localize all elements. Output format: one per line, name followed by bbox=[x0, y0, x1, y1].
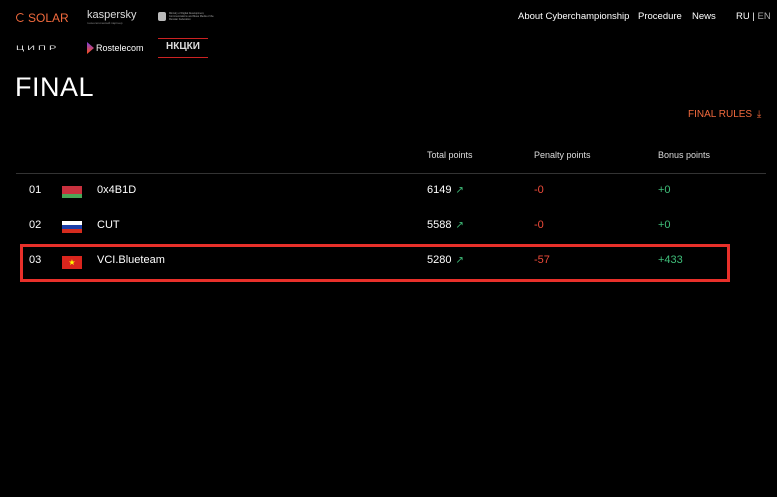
ministry-logo[interactable]: Ministry of Digital Development, Communi… bbox=[158, 12, 214, 21]
table-row: 02 CUT 5588 ↗ -0 +0 bbox=[0, 219, 777, 235]
solar-ring-icon bbox=[16, 13, 25, 22]
rostelecom-logo[interactable]: Rostelecom bbox=[87, 42, 144, 54]
header-divider bbox=[16, 173, 766, 174]
team-name[interactable]: 0x4B1D bbox=[97, 184, 137, 196]
kaspersky-logo[interactable]: kaspersky технологический партнер bbox=[87, 9, 137, 25]
bonus-points: +0 bbox=[658, 219, 671, 231]
penalty-points: -0 bbox=[534, 219, 544, 231]
download-icon: ⤓ bbox=[756, 109, 762, 120]
lang-ru[interactable]: RU bbox=[736, 11, 750, 22]
header-penalty: Penalty points bbox=[534, 150, 591, 160]
penalty-points: -0 bbox=[534, 184, 544, 196]
nav-procedure[interactable]: Procedure bbox=[638, 11, 682, 22]
solar-text: SOLAR bbox=[28, 11, 69, 25]
trend-up-icon: ↗ bbox=[455, 220, 464, 231]
page-title: FINAL bbox=[15, 72, 95, 102]
lang-en[interactable]: EN bbox=[757, 11, 771, 22]
team-name[interactable]: VCI.Blueteam bbox=[97, 254, 165, 266]
nav-news[interactable]: News bbox=[692, 11, 716, 22]
rank: 02 bbox=[29, 219, 42, 231]
rank: 03 bbox=[29, 254, 42, 266]
language-switcher: RU | EN bbox=[736, 11, 771, 22]
highlight-box bbox=[20, 244, 730, 282]
team-name[interactable]: CUT bbox=[97, 219, 120, 231]
trend-up-icon: ↗ bbox=[455, 255, 464, 266]
kaspersky-text: kaspersky bbox=[87, 9, 137, 21]
final-rules-text: FINAL RULES bbox=[688, 109, 753, 120]
rostelecom-icon bbox=[87, 42, 94, 54]
nkcki-logo[interactable]: НКЦКИ bbox=[158, 38, 208, 58]
flag-vietnam-icon: ★ bbox=[62, 256, 82, 269]
trend-up-icon: ↗ bbox=[455, 185, 464, 196]
bonus-points: +433 bbox=[658, 254, 683, 266]
solar-logo[interactable]: SOLAR bbox=[16, 11, 69, 25]
rostelecom-text: Rostelecom bbox=[96, 43, 144, 53]
cipr-logo[interactable]: ЦИПР bbox=[16, 44, 60, 52]
total-points: 6149 bbox=[427, 184, 452, 196]
flag-russia-icon bbox=[62, 221, 82, 233]
penalty-points: -57 bbox=[534, 254, 550, 266]
ministry-text: Ministry of Digital Development, Communi… bbox=[169, 12, 214, 21]
kaspersky-subtext: технологический партнер bbox=[87, 21, 123, 25]
nav-about[interactable]: About Cyberchampionship bbox=[518, 11, 630, 22]
flag-belarus-icon bbox=[62, 186, 82, 198]
rank: 01 bbox=[29, 184, 42, 196]
table-row: 03 ★ VCI.Blueteam 5280 ↗ -57 +433 bbox=[0, 254, 777, 270]
emblem-icon bbox=[158, 12, 166, 21]
total-points: 5280 bbox=[427, 254, 452, 266]
final-rules-link[interactable]: FINAL RULES ⤓ bbox=[688, 109, 761, 120]
header-bonus: Bonus points bbox=[658, 150, 711, 160]
bonus-points: +0 bbox=[658, 184, 671, 196]
table-row: 01 0x4B1D 6149 ↗ -0 +0 bbox=[0, 184, 777, 200]
lang-separator: | bbox=[752, 11, 755, 22]
total-points: 5588 bbox=[427, 219, 452, 231]
header-total: Total points bbox=[427, 150, 473, 160]
